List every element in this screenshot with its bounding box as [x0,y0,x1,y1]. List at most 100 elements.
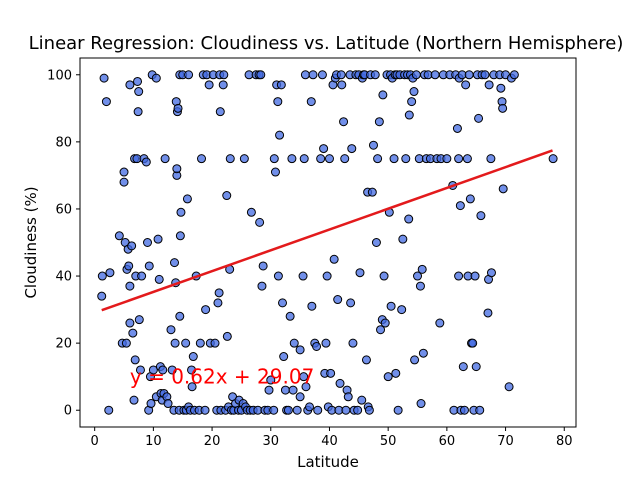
data-point [273,97,283,107]
data-point [410,355,420,365]
data-point [214,288,224,298]
data-point [370,70,380,80]
data-point [306,97,316,107]
regression-line [101,149,553,312]
data-point [176,207,186,217]
y-axis-ticks: 0 20 40 60 80 100 [47,68,80,419]
data-point [339,117,349,127]
data-point [504,382,514,392]
data-point [462,154,472,164]
data-point [383,372,393,382]
data-point [393,405,403,415]
data-point [225,154,235,164]
data-point [364,405,374,415]
data-point [246,207,256,217]
x-tick-label: 70 [497,434,514,449]
data-point [341,405,351,415]
data-point [97,271,107,281]
data-point [292,405,302,415]
x-tick-label: 50 [380,434,397,449]
data-point [218,80,228,90]
data-point [483,308,493,318]
data-point [99,73,109,83]
data-point [333,295,343,305]
data-point [182,194,192,204]
data-point [455,201,465,211]
data-point [144,261,154,271]
x-tick-label: 20 [204,434,221,449]
data-point [475,405,485,415]
data-point [407,97,417,107]
data-point [486,154,496,164]
data-point [313,405,323,415]
plot-frame [79,57,577,428]
x-axis-ticks: 0 10 20 30 40 50 60 70 80 [91,427,573,449]
data-point [326,368,336,378]
data-point [509,70,519,80]
data-point [172,164,182,174]
data-point [347,144,357,154]
data-point [312,341,322,351]
data-point [324,154,334,164]
data-point [104,405,114,415]
data-point [357,395,367,405]
data-point [151,73,161,83]
data-point [278,298,288,308]
scatter-points [97,70,558,415]
data-point [498,184,508,194]
data-point [134,87,144,97]
data-point [121,338,131,348]
data-point [201,305,211,315]
data-point [461,80,471,90]
data-point [404,110,414,120]
data-point [129,395,139,405]
data-point [374,117,384,127]
data-point [270,167,280,177]
data-point [319,144,329,154]
data-point [335,378,345,388]
data-point [317,70,327,80]
data-point [127,241,137,251]
x-tick-label: 60 [439,434,456,449]
data-point [125,281,135,291]
data-point [295,345,305,355]
data-point [484,80,494,90]
data-point [269,405,279,415]
data-point [348,338,358,348]
data-point [329,254,339,264]
data-point [195,338,205,348]
data-point [471,362,481,372]
data-point [114,231,124,241]
data-point [266,375,276,385]
data-point [105,268,115,278]
y-tick-label: 0 [64,404,72,419]
data-point [298,271,308,281]
data-point [300,70,310,80]
data-point [133,107,143,117]
data-point [398,234,408,244]
data-point [413,271,423,281]
data-point [160,154,170,164]
data-point [305,402,315,412]
data-point [404,214,414,224]
data-point [283,405,293,415]
data-point [153,234,163,244]
data-point [442,154,452,164]
data-point [288,385,298,395]
x-tick-label: 80 [556,434,573,449]
data-point [188,352,198,362]
data-point [367,187,377,197]
data-point [435,318,445,328]
data-point [322,271,332,281]
data-point [378,90,388,100]
data-point [417,264,427,274]
data-point [134,315,144,325]
data-point [498,103,508,113]
data-point [409,87,419,97]
data-point [458,362,468,372]
data-point [470,271,480,281]
data-point [101,97,111,107]
data-point [273,271,283,281]
data-point [213,298,223,308]
data-point [148,365,158,375]
